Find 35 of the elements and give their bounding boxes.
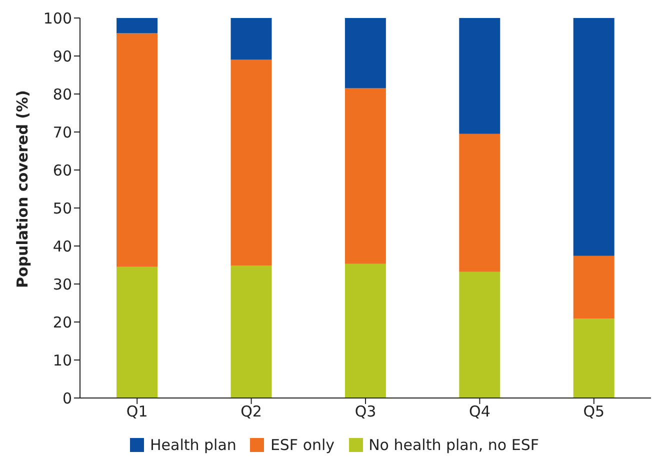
y-tick-label: 80 — [52, 85, 72, 104]
y-tick-label: 100 — [43, 9, 72, 28]
y-tick-label: 60 — [52, 161, 72, 180]
bar — [116, 18, 158, 34]
y-tick-label: 90 — [52, 47, 72, 66]
bar — [573, 18, 614, 256]
bar — [230, 266, 272, 398]
y-tick-label: 70 — [52, 123, 72, 142]
bar — [459, 272, 500, 398]
bar — [344, 264, 386, 398]
bar — [459, 134, 500, 272]
bar — [230, 60, 272, 266]
x-tick-label: Q4 — [469, 402, 490, 421]
bar — [344, 18, 386, 88]
y-tick-label: 50 — [52, 199, 72, 218]
y-tick-label: 40 — [52, 237, 72, 256]
y-tick-label: 10 — [52, 351, 72, 370]
y-axis-title: Population covered (%) — [13, 90, 32, 288]
legend-label: ESF only — [269, 436, 335, 454]
x-tick-label: Q5 — [583, 402, 605, 421]
x-tick-label: Q3 — [354, 402, 376, 421]
y-tick-label: 20 — [52, 313, 72, 332]
bar — [116, 266, 158, 398]
bar — [344, 88, 386, 264]
legend-label: Health plan — [149, 436, 236, 454]
bar — [573, 256, 614, 319]
legend-label: No health plan, no ESF — [368, 436, 539, 454]
y-tick-label: 0 — [62, 389, 72, 408]
bar — [116, 33, 158, 267]
x-tick-label: Q2 — [240, 402, 262, 421]
bar — [459, 18, 500, 134]
bar — [230, 18, 272, 60]
y-tick-label: 30 — [52, 275, 72, 294]
x-tick-label: Q1 — [126, 402, 148, 421]
bar — [573, 318, 614, 398]
